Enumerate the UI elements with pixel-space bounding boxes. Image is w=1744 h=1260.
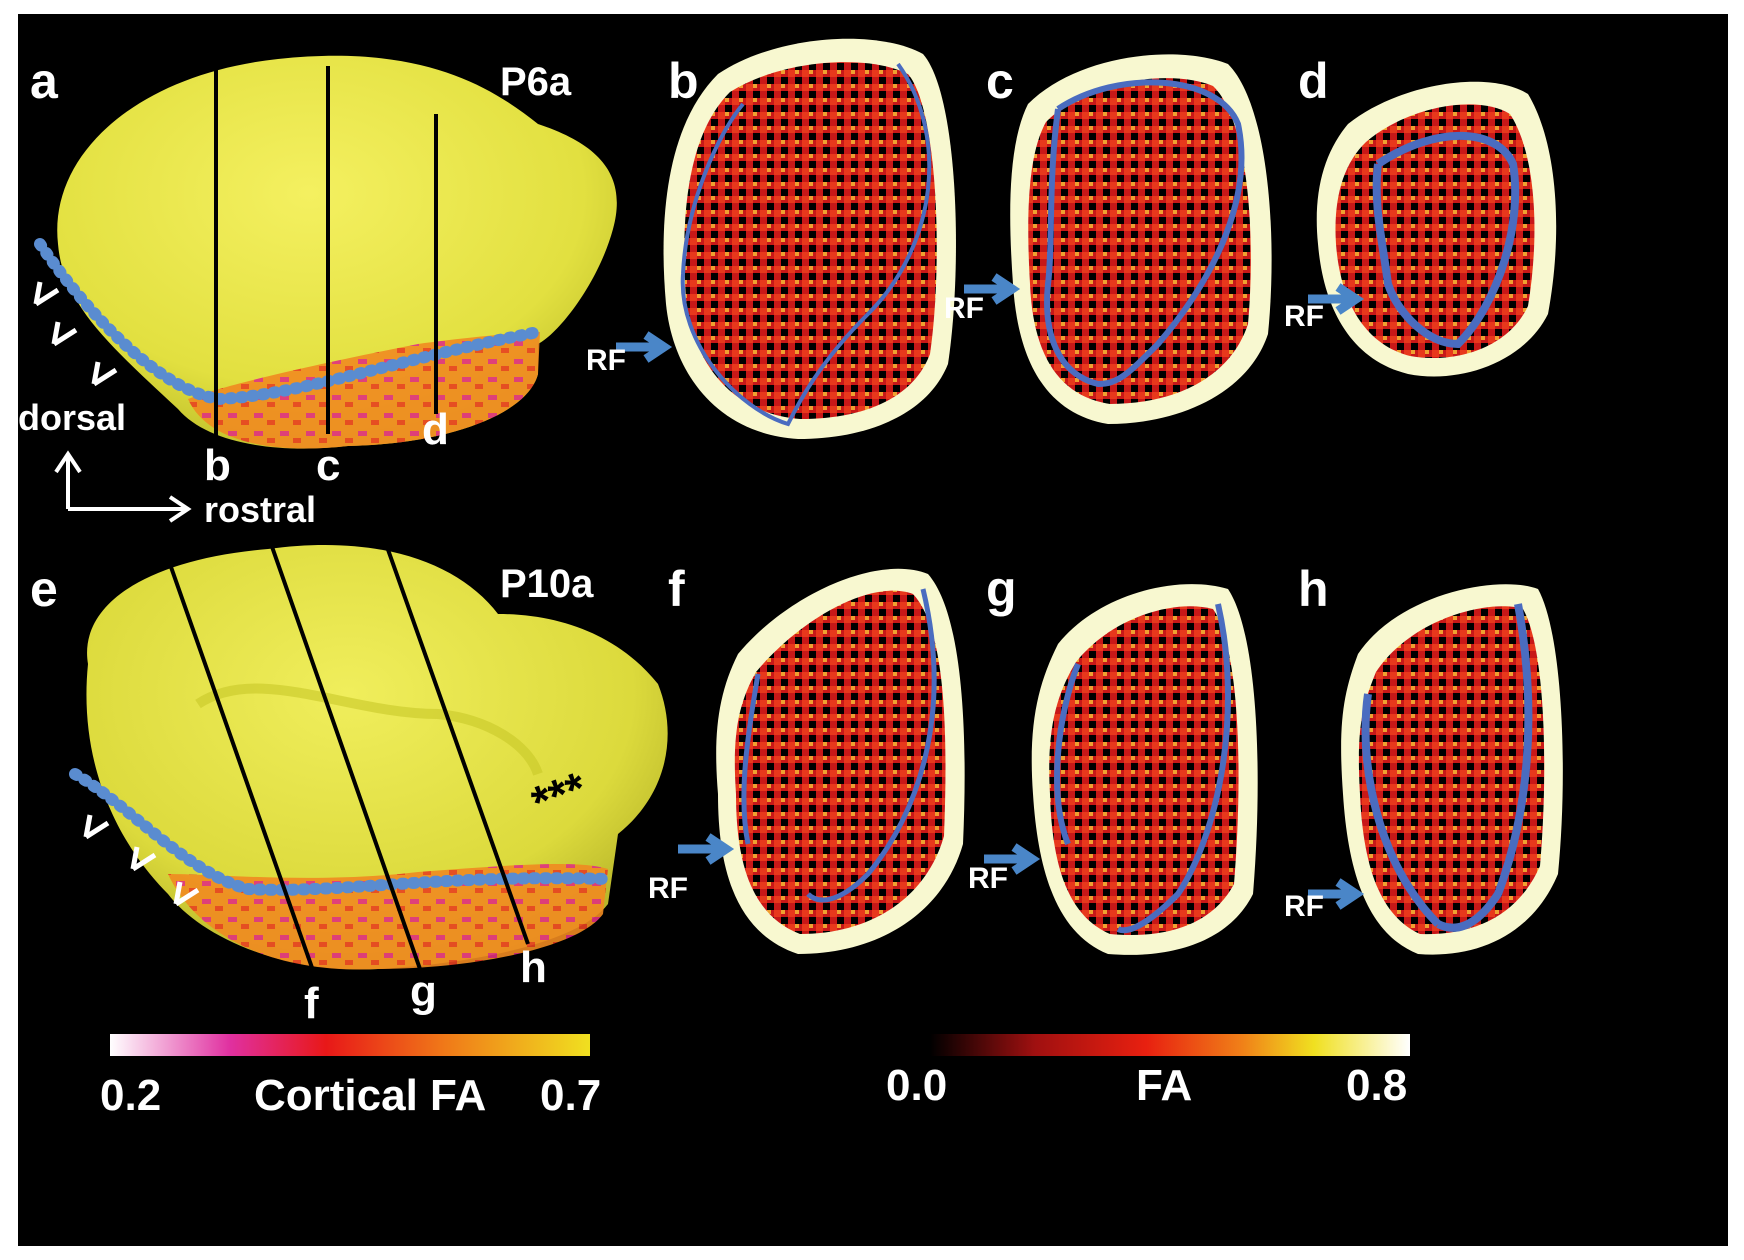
rf-label-c: RF bbox=[944, 292, 984, 325]
stage-label-p6a: P6a bbox=[500, 60, 572, 104]
orientation-dorsal: dorsal bbox=[18, 397, 127, 438]
panel-label-c: c bbox=[986, 53, 1014, 109]
cut-label-d: d bbox=[422, 405, 449, 454]
colorbar-fa-min: 0.0 bbox=[886, 1061, 948, 1110]
colorbar-fa-max: 0.8 bbox=[1346, 1061, 1408, 1110]
colorbar-cortical-fa bbox=[110, 1034, 590, 1056]
rf-label-h: RF bbox=[1284, 890, 1324, 923]
colorbar-cortical-min: 0.2 bbox=[100, 1071, 162, 1120]
figure-canvas: a b c d e f g h P6a P10a b c d f g h RF … bbox=[18, 14, 1728, 1246]
panel-label-f: f bbox=[668, 561, 685, 617]
slice-g bbox=[984, 584, 1258, 955]
colorbar-fa bbox=[930, 1034, 1410, 1056]
colorbar-fa-label: FA bbox=[1136, 1061, 1193, 1110]
panel-label-g: g bbox=[986, 561, 1017, 617]
brain-surface-p10a bbox=[69, 540, 668, 980]
rf-label-d: RF bbox=[1284, 300, 1324, 333]
panel-label-e: e bbox=[30, 561, 58, 617]
orientation-rostral: rostral bbox=[204, 489, 317, 530]
slice-b bbox=[616, 38, 956, 440]
slice-c bbox=[964, 54, 1272, 425]
panel-label-h: h bbox=[1298, 561, 1329, 617]
cut-label-g: g bbox=[410, 967, 437, 1016]
panel-label-a: a bbox=[30, 53, 58, 109]
panel-label-d: d bbox=[1298, 53, 1329, 109]
slice-d bbox=[1308, 81, 1557, 377]
figure-artwork bbox=[33, 38, 1563, 1056]
rf-label-g: RF bbox=[968, 862, 1008, 895]
stage-label-p10a: P10a bbox=[500, 562, 594, 606]
rf-label-f: RF bbox=[648, 872, 688, 905]
cut-label-c: c bbox=[316, 441, 341, 490]
panel-label-b: b bbox=[668, 53, 699, 109]
slice-h bbox=[1308, 584, 1563, 955]
brain-surface-p6a bbox=[33, 55, 617, 523]
colorbar-cortical-label: Cortical FA bbox=[254, 1071, 487, 1120]
cut-label-h: h bbox=[520, 943, 547, 992]
slice-f bbox=[678, 568, 965, 954]
cut-label-f: f bbox=[304, 979, 319, 1028]
cut-label-b: b bbox=[204, 441, 231, 490]
rf-label-b: RF bbox=[586, 344, 626, 377]
colorbar-cortical-max: 0.7 bbox=[540, 1071, 602, 1120]
